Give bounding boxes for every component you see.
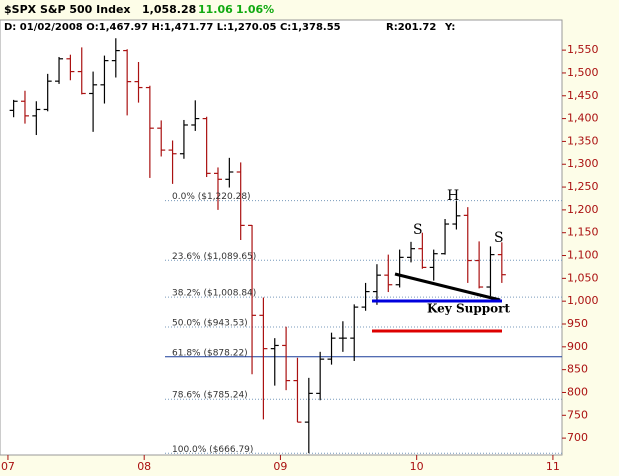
fib-label: 78.6% ($785.24) xyxy=(172,391,248,401)
y-tick-label: 1,400 xyxy=(567,112,599,125)
y-tick-label: 1,150 xyxy=(567,226,599,239)
neckline xyxy=(394,272,501,302)
x-tick-label: 10 xyxy=(410,460,424,473)
bar-info: D: 01/02/2008 O:1,467.97 H:1,471.77 L:1,… xyxy=(4,22,341,33)
range-text: R:201.72 xyxy=(386,22,436,33)
y-tick-label: 1,000 xyxy=(567,294,599,307)
y-tick-label: 1,300 xyxy=(567,157,599,170)
change-pct: 1.06% xyxy=(236,3,274,16)
x-tick-label: 08 xyxy=(137,460,151,473)
y-tick-label: 1,100 xyxy=(567,249,599,262)
y-tick-label: 1,450 xyxy=(567,89,599,102)
last-price: 1,058.28 xyxy=(142,3,196,16)
plot-area xyxy=(0,19,563,456)
change: 11.06 xyxy=(198,3,233,16)
y-tick-label: 1,550 xyxy=(567,43,599,56)
y-tick-label: 1,200 xyxy=(567,203,599,216)
x-tick-label: 07 xyxy=(1,460,15,473)
y-tick-label: 950 xyxy=(567,317,588,330)
fib-label: 61.8% ($878.22) xyxy=(172,348,248,358)
annotation: H xyxy=(447,188,459,204)
y-text: Y: xyxy=(444,22,455,33)
annotation: Key Support xyxy=(427,302,510,316)
y-tick-label: 850 xyxy=(567,363,588,376)
fib-label: 50.0% ($943.53) xyxy=(172,318,248,328)
fib-label: 0.0% ($1,220.28) xyxy=(172,192,251,202)
y-tick-label: 750 xyxy=(567,408,588,421)
y-tick-label: 800 xyxy=(567,385,588,398)
chart-title: $SPX S&P 500 Index xyxy=(4,3,131,16)
x-tick-label: 11 xyxy=(546,460,560,473)
y-tick-label: 900 xyxy=(567,340,588,353)
x-tick-label: 09 xyxy=(273,460,287,473)
y-tick-label: 1,250 xyxy=(567,180,599,193)
fib-label: 23.6% ($1,089.65) xyxy=(172,252,256,262)
marks xyxy=(9,38,562,454)
y-tick-label: 1,050 xyxy=(567,271,599,284)
y-tick-label: 1,350 xyxy=(567,134,599,147)
annotation: S xyxy=(494,230,504,246)
annotation: S xyxy=(413,222,423,238)
fib-label: 100.0% ($666.79) xyxy=(172,445,253,455)
y-tick-label: 1,500 xyxy=(567,66,599,79)
y-tick-label: 700 xyxy=(567,431,588,444)
fib-label: 38.2% ($1,008.84) xyxy=(172,289,256,299)
